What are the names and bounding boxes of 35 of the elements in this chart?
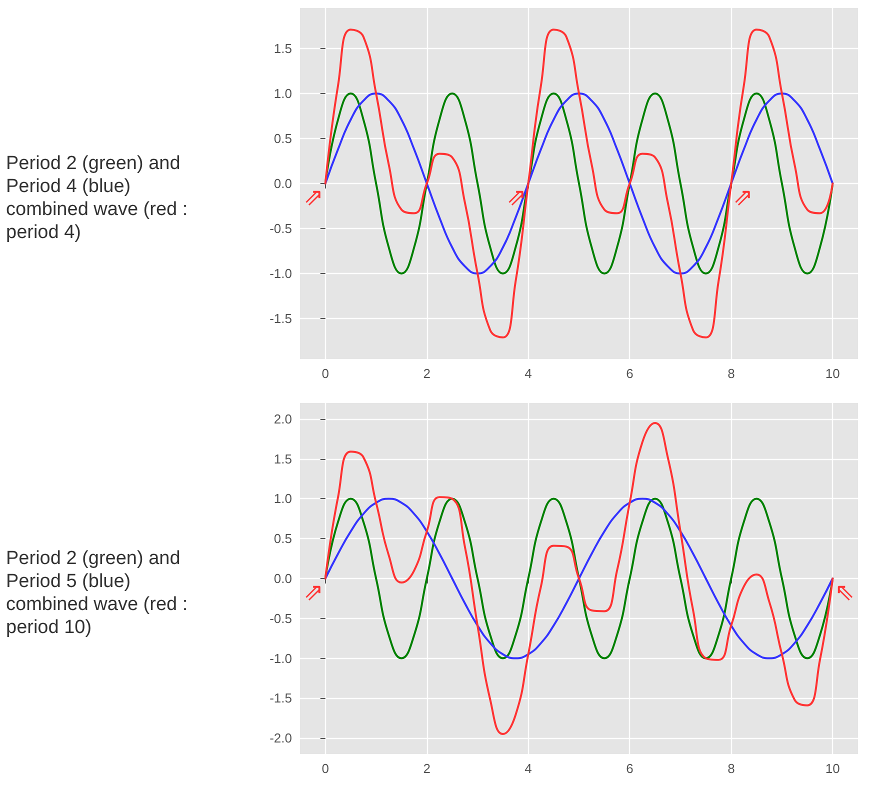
y-tick-label: 0.0 [274,176,292,191]
annotation: ⇖ [834,579,855,606]
y-tick-label: -0.5 [270,610,292,626]
x-tick-label: 8 [728,366,735,381]
y-tick-label: -1.0 [270,650,292,666]
annotation: ⇗ [303,184,324,211]
x-tick-label: 2 [423,366,430,381]
y-tick-label: 1.0 [274,86,292,101]
y-tick-label: -0.5 [270,221,292,236]
x-tick-label: 6 [626,761,634,776]
y-tick-label: -1.5 [270,690,292,706]
y-tick-label: -1.0 [270,266,292,281]
y-tick-label: 2.0 [274,411,292,426]
y-tick-label: 1.0 [274,491,292,506]
text: Period 2 (green) and Period 4 (blue) combined wave (red : period 4) [5,152,189,244]
annotation: ⇗ [303,579,324,606]
annotation: ⇗ [733,184,754,211]
y-tick-label: 1.5 [274,451,292,466]
x-tick-label: 10 [825,366,840,381]
x-tick-label: 0 [322,366,329,381]
y-tick-label: 0.0 [274,571,292,586]
y-tick-label: 0.5 [274,131,292,146]
x-tick-label: 0 [322,761,329,776]
y-tick-label: 1.5 [274,41,292,56]
x-tick-label: 8 [728,761,735,776]
x-tick-label: 10 [825,761,840,776]
y-tick-label: 0.5 [274,531,292,546]
text: Period 2 (green) and Period 5 (blue) combined wave (red : period 10) [5,546,189,638]
x-tick-label: 4 [524,366,532,381]
y-tick-label: -2.0 [270,730,292,746]
x-tick-label: 2 [423,761,430,776]
x-tick-label: 6 [626,366,634,381]
annotation: ⇗ [506,184,526,211]
x-tick-label: 4 [524,761,532,776]
y-tick-label: -1.5 [270,311,292,326]
